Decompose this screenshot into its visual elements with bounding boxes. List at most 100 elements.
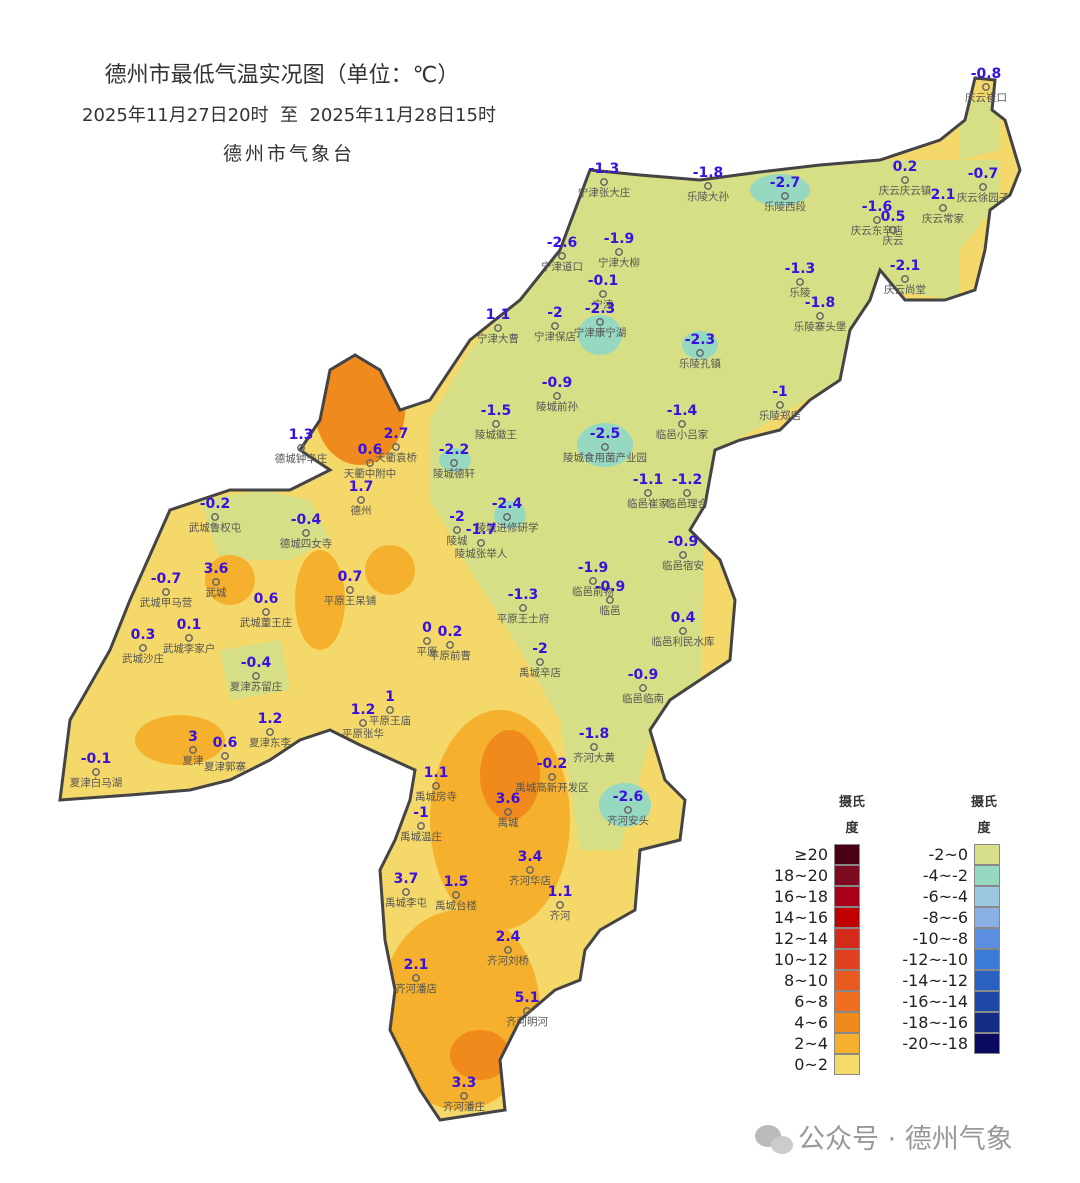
station-value: -2.1 [890, 258, 921, 274]
station-dot [503, 513, 511, 521]
station-name: 临邑 [600, 604, 621, 617]
station: -1.6 庆云东辛店 [851, 199, 904, 237]
legend-swatch [974, 949, 1000, 970]
legend-swatch [834, 1054, 860, 1075]
station: 0.1 武城李家户 [163, 617, 216, 655]
station-name: 乐陵孔镇 [679, 357, 721, 370]
station-dot [523, 1007, 531, 1015]
legend-label: 6~8 [794, 992, 828, 1011]
legend-label: 2~4 [794, 1034, 828, 1053]
legend-cold: 摄氏度 -2~0 -4~-2 -6~-4 -8~-6 -10~-8 -12~-10 -14~… [900, 790, 1002, 1054]
station: 0.2 庆云庆云镇 [879, 159, 932, 197]
station-dot [679, 627, 687, 635]
station-name: 宁津大柳 [598, 256, 640, 269]
legend-item: 0~2 [760, 1054, 870, 1075]
station-name: 武城鲁权屯 [189, 521, 242, 534]
station-value: 1.1 [424, 765, 449, 781]
station-name: 武城沙庄 [122, 652, 164, 665]
station-dot [386, 706, 394, 714]
station-name: 临邑前物 [572, 585, 614, 598]
station-value: -1.6 [862, 199, 893, 215]
station-name: 临邑理合 [666, 497, 708, 510]
station-name: 夏津 [183, 755, 204, 767]
station-dot [679, 551, 687, 559]
station-value: 2.1 [404, 957, 429, 973]
station-value: -2.6 [613, 789, 644, 805]
station-value: 2.1 [931, 187, 956, 203]
station: -0.4 德城四女寺 [280, 512, 333, 550]
station-name: 庆云庆云镇 [879, 184, 932, 197]
station-value: 2.7 [384, 426, 409, 442]
station-value: 5.1 [515, 990, 540, 1006]
station-dot [359, 719, 367, 727]
legend-label: 16~18 [773, 887, 828, 906]
station-dot [704, 182, 712, 190]
station: 1.1 宁津大曹 [477, 307, 519, 345]
station: 0.7 平原王杲铺 [324, 569, 377, 607]
station-value: -2.4 [492, 496, 523, 512]
station-value: -1.8 [579, 726, 610, 742]
station-value: 1.2 [351, 702, 376, 718]
station-value: -0.7 [151, 571, 182, 587]
station-name: 德州 [351, 504, 372, 517]
station-dot [492, 420, 500, 428]
station-name: 夏津东李 [249, 736, 291, 749]
legend-label: 18~20 [773, 866, 828, 885]
station-dot [548, 773, 556, 781]
station-name: 庆云常家 [922, 212, 964, 225]
legend-label: 8~10 [784, 971, 828, 990]
station-value: 0.1 [177, 617, 202, 633]
station-value: 1.1 [548, 884, 573, 900]
station-dot [979, 183, 987, 191]
station: -1.8 乐陵寨头堡 [794, 295, 847, 333]
station-dot [460, 1092, 468, 1100]
station: -0.9 临邑 [595, 579, 626, 617]
legend-item: ≥20 [760, 844, 870, 865]
station-name: 武城甲马营 [140, 596, 193, 609]
station-value: -1.8 [693, 165, 724, 181]
station-name: 宁津保店 [534, 330, 576, 343]
station-value: 3.7 [394, 871, 419, 887]
station: 1.5 禹城台楼 [435, 874, 477, 912]
station-value: -1.1 [633, 472, 664, 488]
station-dot [644, 489, 652, 497]
station-value: 0.3 [131, 627, 156, 643]
legend-label: -12~-10 [902, 950, 968, 969]
station: -1.9 临邑前物 [572, 560, 614, 598]
legend-label: 12~14 [773, 929, 828, 948]
station: -1 乐陵郑店 [759, 384, 801, 422]
station: 0.2 平原前曹 [429, 624, 471, 662]
legend-item: -4~-2 [900, 865, 1002, 886]
legend-item: -18~-16 [900, 1012, 1002, 1033]
agency: 德州市气象台 [223, 143, 355, 165]
legend-label: 14~16 [773, 908, 828, 927]
station-dot [551, 322, 559, 330]
station-dot [139, 644, 147, 652]
station-value: -1 [772, 384, 788, 400]
station: 1.7 德州 [349, 479, 374, 517]
station-value: -2 [532, 641, 548, 657]
title: 德州市最低气温实况图（单位：℃） [105, 63, 460, 88]
subtitle: 2025年11月27日20时 至 2025年11月28日15时 [82, 105, 496, 126]
legend-item: -20~-18 [900, 1033, 1002, 1054]
station: 2.1 齐河潘店 [395, 957, 437, 995]
station: -2.5 陵城食用菌产业园 [563, 426, 647, 464]
legend-swatch [974, 1033, 1000, 1054]
station-value: -1.5 [481, 403, 512, 419]
legend-item: 2~4 [760, 1033, 870, 1054]
station-name: 宁津道口 [541, 260, 583, 273]
station: 2.1 庆云常家 [922, 187, 964, 225]
station: -2.6 齐河安头 [607, 789, 649, 827]
station-value: 1.2 [258, 711, 283, 727]
station-dot [392, 443, 400, 451]
legend-swatch [974, 907, 1000, 928]
station-value: 0.6 [254, 591, 279, 607]
station-value: 0.2 [438, 624, 463, 640]
station-dot [781, 192, 789, 200]
station: -2.4 陵城进修研学 [476, 496, 539, 534]
station-name: 陵城 [447, 535, 468, 547]
station-name: 庆云东辛店 [851, 224, 904, 237]
legend-label: -10~-8 [912, 929, 969, 948]
station-value: -0.4 [241, 655, 272, 671]
station-name: 禹城李屯 [385, 896, 427, 909]
